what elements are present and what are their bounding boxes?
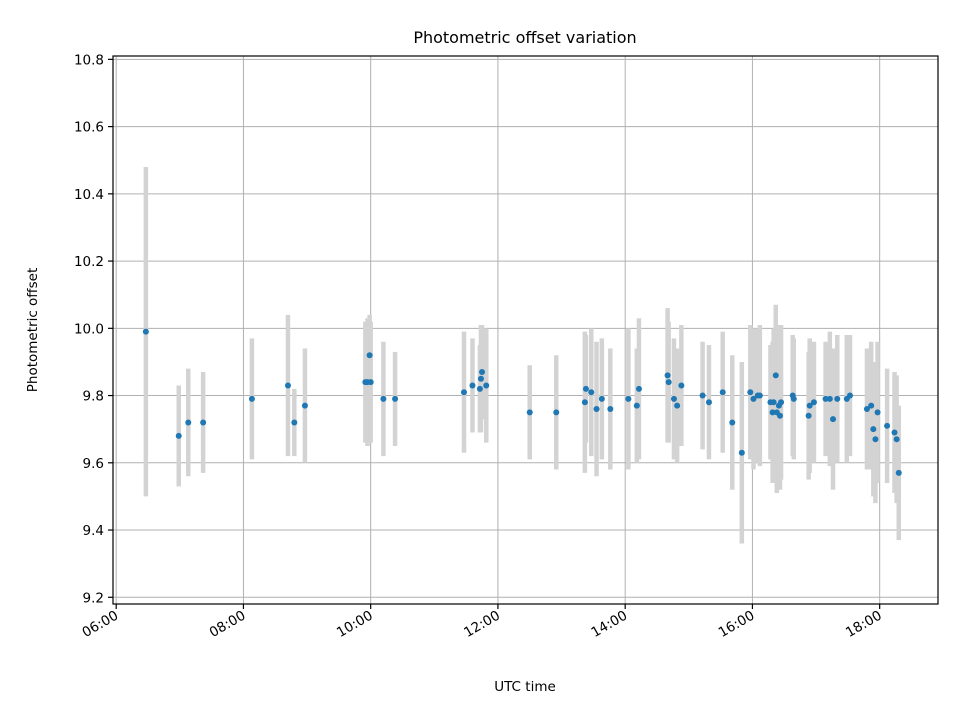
data-point [175,432,182,439]
y-tick-label: 9.4 [83,523,104,539]
data-point [874,409,881,416]
data-point [633,402,640,409]
data-point [893,436,900,443]
y-tick-label: 10.4 [74,187,104,203]
data-point [895,469,902,476]
data-point [477,375,484,382]
data-point [830,416,837,423]
y-tick-label: 10.2 [74,254,104,270]
data-point [750,395,757,402]
data-point [593,406,600,413]
data-point [778,399,785,406]
y-tick-label: 10.6 [74,120,104,136]
data-point [291,419,298,426]
x-tick-label: 18:00 [843,608,885,641]
data-point [301,402,308,409]
data-point [469,382,476,389]
data-point [678,382,685,389]
grid-lines [113,56,938,604]
y-tick-label: 10.8 [74,52,104,68]
data-point [769,409,776,416]
x-tick-label: 06:00 [79,608,121,641]
data-point [772,372,779,379]
x-axis-label: UTC time [494,679,556,695]
data-point [581,399,588,406]
data-point [284,382,291,389]
data-point [806,402,813,409]
data-point [738,449,745,456]
data-point [635,385,642,392]
data-point [392,395,399,402]
data-point [863,406,870,413]
data-point [776,412,783,419]
data-point [664,372,671,379]
data-point [674,402,681,409]
data-point [790,395,797,402]
data-point [810,399,817,406]
data-point [747,389,754,396]
data-point [526,409,533,416]
chart-title: Photometric offset variation [413,28,636,47]
data-point [846,392,853,399]
data-point [884,422,891,429]
data-point [479,369,486,376]
data-point [380,395,387,402]
data-point [756,392,763,399]
plot-frame [112,55,939,605]
data-point [891,429,898,436]
data-points [142,328,902,476]
x-tick-label: 14:00 [588,608,630,641]
y-tick-label: 9.2 [83,590,104,606]
x-tick-label: 10:00 [334,608,376,641]
data-point [870,426,877,433]
x-tick-label: 12:00 [461,608,503,641]
data-point [770,399,777,406]
data-point [826,395,833,402]
x-tick-label: 08:00 [207,608,249,641]
data-point [607,406,614,413]
data-point [805,412,812,419]
data-point [872,436,879,443]
data-point [834,395,841,402]
y-tick-label: 9.8 [83,389,104,405]
data-point [248,395,255,402]
y-tick-label: 9.6 [83,456,104,472]
data-point [553,409,560,416]
data-point [699,392,706,399]
data-point [185,419,192,426]
data-point [705,399,712,406]
data-point [476,385,483,392]
data-point [582,385,589,392]
y-axis-label: Photometric offset [25,268,41,392]
y-tick-label: 10.0 [74,321,104,337]
data-point [588,389,595,396]
data-point [729,419,736,426]
data-point [670,395,677,402]
data-point [142,328,149,335]
data-point [598,395,605,402]
data-point [719,389,726,396]
data-point [665,379,672,386]
data-point [625,395,632,402]
data-point [460,389,467,396]
data-point [366,352,373,359]
data-point [822,395,829,402]
data-point [868,402,875,409]
data-point [483,382,490,389]
error-bars [143,166,902,544]
x-tick-label: 16:00 [716,608,758,641]
data-point [200,419,207,426]
data-point [367,379,374,386]
